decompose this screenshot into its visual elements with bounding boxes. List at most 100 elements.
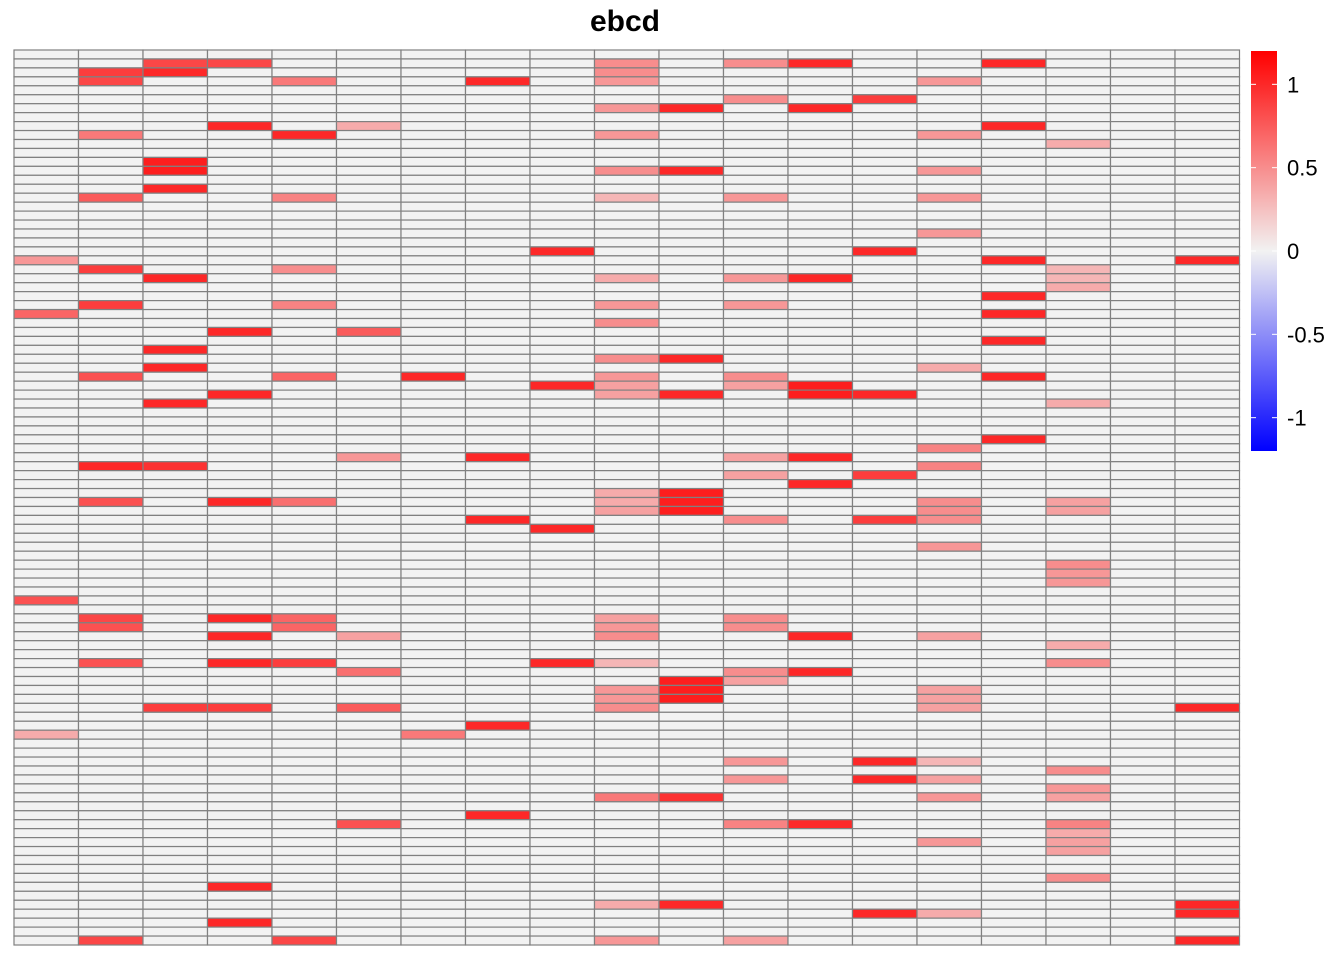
heatmap-cell <box>722 720 789 731</box>
heatmap-cell <box>464 434 531 445</box>
heatmap-cell <box>593 559 660 570</box>
heatmap-cell <box>1174 738 1241 749</box>
heatmap-cell <box>722 326 789 338</box>
heatmap-cell <box>142 76 209 87</box>
heatmap-cell <box>980 353 1047 364</box>
heatmap-cell <box>593 120 660 132</box>
heatmap-cell <box>980 165 1047 176</box>
heatmap-cell <box>335 174 402 185</box>
heatmap-cell <box>529 881 596 892</box>
heatmap-cell <box>722 702 789 713</box>
heatmap-cell <box>13 94 80 105</box>
heatmap-cell <box>464 684 531 696</box>
heatmap-cell <box>529 264 596 275</box>
heatmap-cell <box>980 908 1047 919</box>
heatmap-cell <box>464 416 531 427</box>
heatmap-cell <box>980 470 1047 481</box>
heatmap-cell <box>593 156 660 167</box>
heatmap-cell <box>271 496 338 508</box>
heatmap-cell <box>464 255 531 266</box>
heatmap-cell <box>722 264 789 275</box>
heatmap-cell <box>1109 935 1176 946</box>
heatmap-cell <box>335 622 402 633</box>
heatmap-cell <box>1045 935 1112 946</box>
heatmap-cell <box>1045 335 1112 346</box>
heatmap-cell <box>722 94 789 105</box>
heatmap-cell <box>722 76 789 87</box>
heatmap-cell <box>77 443 144 454</box>
heatmap-cell <box>335 550 402 561</box>
heatmap-cell <box>142 487 209 499</box>
heatmap-cell <box>593 783 660 794</box>
heatmap-cell <box>464 863 531 875</box>
heatmap-cell <box>464 756 531 767</box>
heatmap-cell <box>1174 514 1241 525</box>
heatmap-cell <box>13 917 80 928</box>
heatmap-cell <box>400 863 467 875</box>
heatmap-cell <box>400 282 467 293</box>
heatmap-cell <box>658 58 725 69</box>
heatmap-cell <box>916 622 983 633</box>
heatmap-cell <box>787 389 854 400</box>
heatmap-cell <box>1045 908 1112 919</box>
heatmap-cell <box>722 112 789 123</box>
heatmap-cell <box>335 353 402 364</box>
heatmap-cell <box>722 693 789 704</box>
heatmap-cell <box>142 192 209 203</box>
heatmap-cell <box>1109 613 1176 624</box>
heatmap-cell <box>400 496 467 508</box>
heatmap-cell <box>13 264 80 275</box>
heatmap-cell <box>787 872 854 883</box>
heatmap-cell <box>1174 452 1241 463</box>
heatmap-cell <box>529 67 596 78</box>
heatmap-cell <box>1174 899 1241 910</box>
heatmap-cell <box>1045 747 1112 758</box>
heatmap-cell <box>593 640 660 651</box>
heatmap-cell <box>916 317 983 329</box>
heatmap-cell <box>722 416 789 427</box>
heatmap-cell <box>1109 675 1176 687</box>
heatmap-cell <box>1109 58 1176 69</box>
heatmap-cell <box>980 532 1047 543</box>
heatmap-cell <box>593 684 660 696</box>
heatmap-cell <box>335 371 402 382</box>
heatmap-cell <box>400 622 467 633</box>
heatmap-cell <box>529 729 596 740</box>
heatmap-cell <box>851 308 918 320</box>
heatmap-cell <box>722 890 789 901</box>
heatmap-cell <box>77 828 144 839</box>
heatmap-cell <box>1109 631 1176 642</box>
heatmap-cell <box>658 756 725 767</box>
heatmap-cell <box>980 326 1047 338</box>
heatmap-cell <box>206 774 273 785</box>
heatmap-cell <box>658 353 725 364</box>
heatmap-cell <box>1045 729 1112 740</box>
heatmap-cell <box>142 120 209 132</box>
heatmap-cell <box>400 201 467 212</box>
heatmap-cell <box>400 85 467 96</box>
heatmap-cell <box>980 711 1047 722</box>
heatmap-cell <box>916 49 983 60</box>
heatmap-cell <box>658 94 725 105</box>
heatmap-cell <box>1174 255 1241 266</box>
heatmap-cell <box>916 94 983 105</box>
heatmap-cell <box>1109 702 1176 713</box>
heatmap-cell <box>916 917 983 928</box>
heatmap-cell <box>593 291 660 302</box>
heatmap-cell <box>529 657 596 669</box>
heatmap-cell <box>13 443 80 454</box>
heatmap-cell <box>980 496 1047 508</box>
heatmap-cell <box>335 729 402 740</box>
heatmap-cell <box>206 192 273 203</box>
heatmap-cell <box>658 783 725 794</box>
heatmap-cell <box>464 129 531 141</box>
heatmap-cell <box>77 112 144 123</box>
heatmap-cell <box>335 291 402 302</box>
heatmap-cell <box>142 622 209 633</box>
heatmap-cell <box>335 210 402 221</box>
heatmap-cell <box>529 120 596 132</box>
heatmap-cell <box>787 344 854 355</box>
heatmap-cell <box>593 443 660 454</box>
heatmap-cell <box>529 326 596 338</box>
heatmap-cell <box>335 49 402 60</box>
